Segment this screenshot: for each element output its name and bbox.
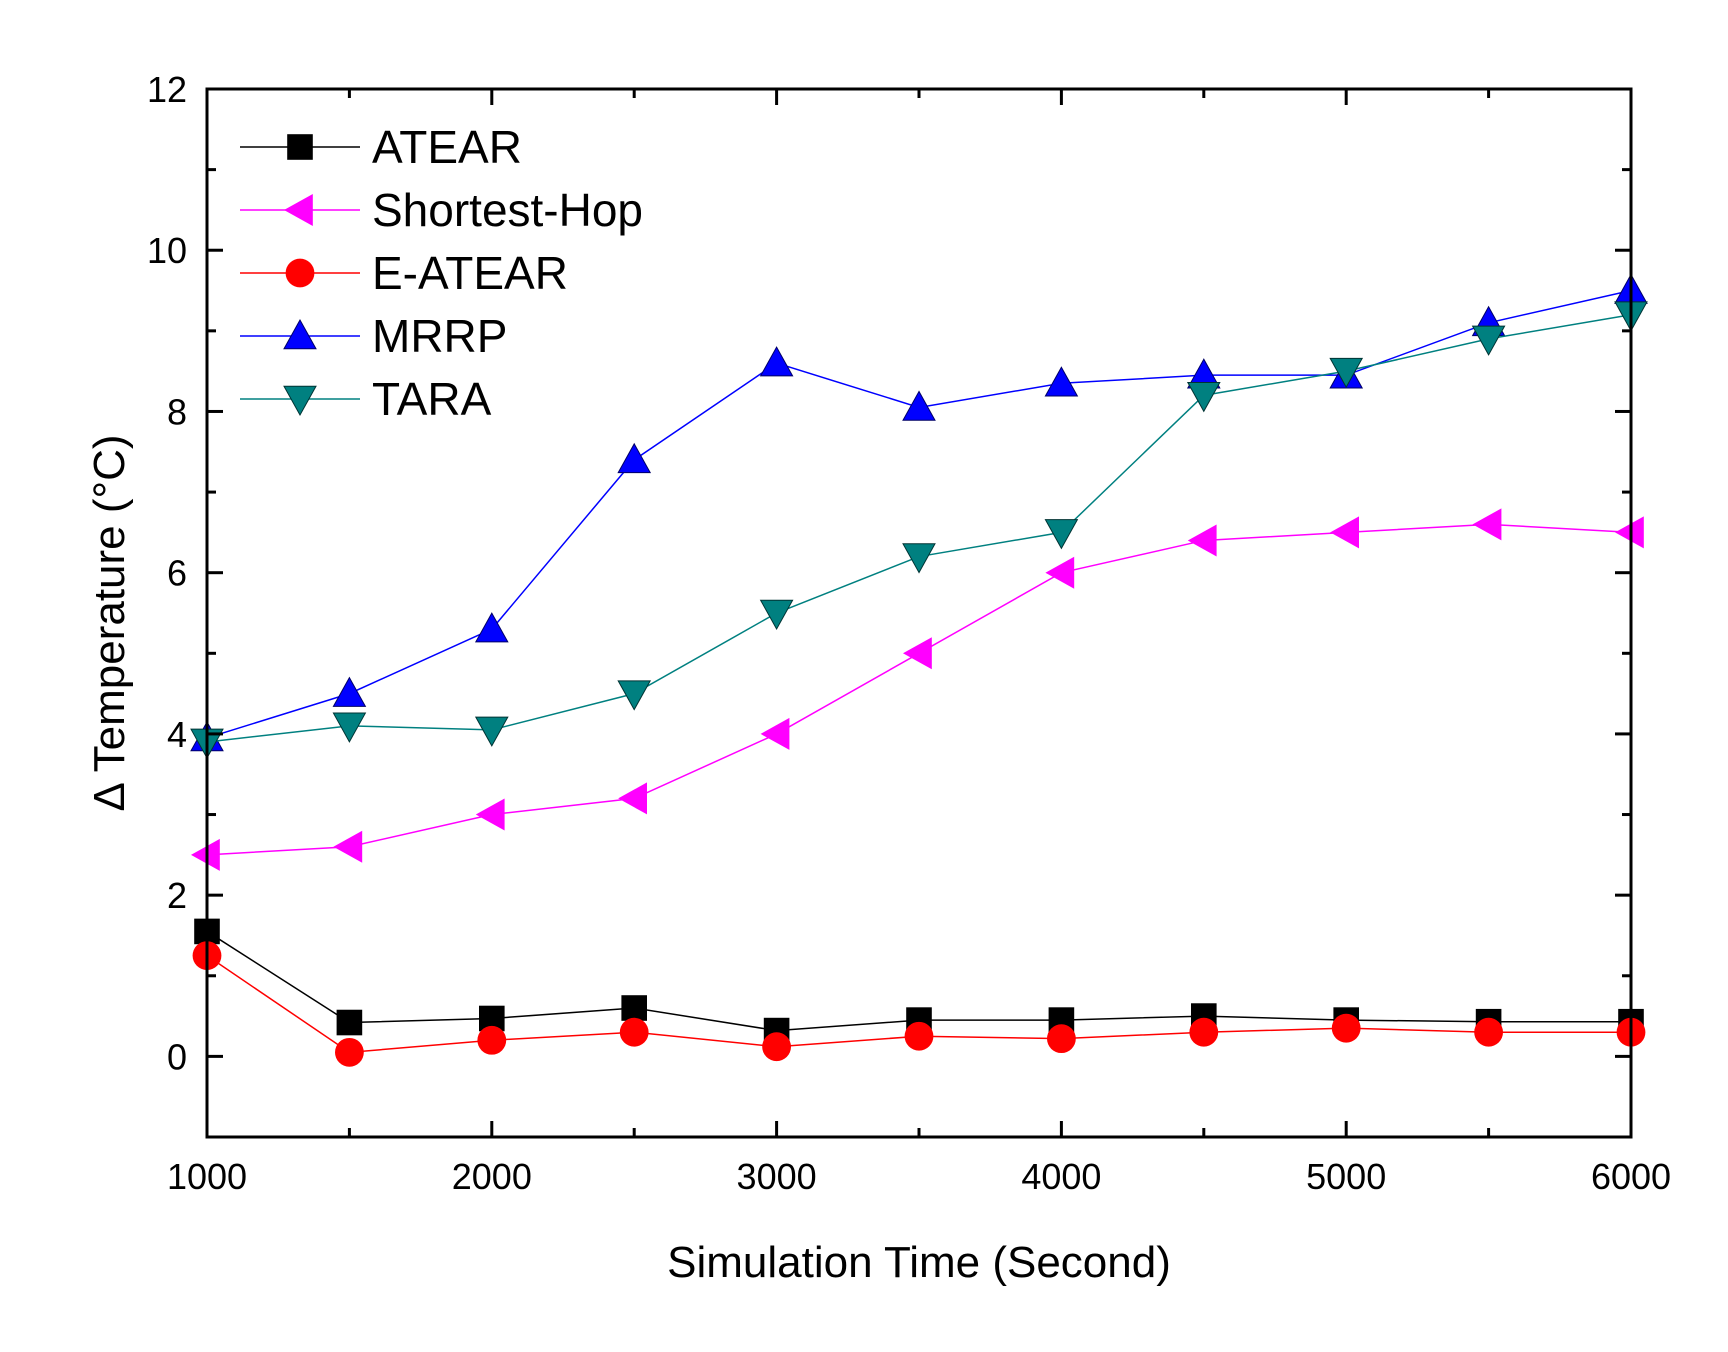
data-point-tara xyxy=(617,680,652,711)
data-point-e-atear xyxy=(477,1025,507,1055)
data-point-tara xyxy=(332,712,367,743)
legend-label: Shortest-Hop xyxy=(372,184,643,236)
legend-item-shortest-hop: Shortest-Hop xyxy=(240,184,643,236)
legend: ATEAR Shortest-Hop E-ATEAR MRRP TARA xyxy=(240,121,643,425)
series-e-atear xyxy=(192,941,1646,1067)
y-tick-label: 10 xyxy=(147,230,187,271)
y-tick-label: 8 xyxy=(167,391,187,432)
data-point-mrrp xyxy=(617,442,652,474)
data-point-e-atear xyxy=(904,1021,934,1051)
legend-marker-shortest-hop xyxy=(284,194,313,226)
data-point-shortest-hop xyxy=(1330,516,1359,549)
data-point-e-atear xyxy=(1474,1017,1503,1047)
data-point-e-atear xyxy=(762,1032,791,1062)
legend-marker-tara xyxy=(283,385,317,417)
legend-label: ATEAR xyxy=(372,121,522,173)
data-point-shortest-hop xyxy=(1472,508,1502,541)
y-tick-label: 6 xyxy=(167,553,187,594)
data-point-e-atear xyxy=(1331,1013,1361,1043)
data-point-mrrp xyxy=(759,346,794,377)
legend-item-mrrp: MRRP xyxy=(240,310,507,362)
data-point-tara xyxy=(1044,519,1079,550)
data-point-shortest-hop xyxy=(475,798,505,831)
y-tick-label: 2 xyxy=(167,875,187,916)
data-point-shortest-hop xyxy=(333,830,363,863)
y-axis: 0 2 4 6 8 10 12 xyxy=(147,69,1631,1139)
data-point-tara xyxy=(1186,382,1221,413)
legend-label: MRRP xyxy=(372,310,507,362)
legend-label: E-ATEAR xyxy=(372,247,568,299)
data-point-tara xyxy=(1471,325,1506,356)
data-point-e-atear xyxy=(1047,1024,1076,1054)
data-point-shortest-hop xyxy=(191,838,220,871)
x-tick-label: 6000 xyxy=(1591,1156,1671,1197)
data-point-e-atear xyxy=(619,1017,649,1047)
x-tick-label: 1000 xyxy=(167,1156,247,1197)
data-point-mrrp xyxy=(1044,366,1079,397)
series-shortest-hop xyxy=(191,508,1644,871)
series-tara xyxy=(190,301,1648,760)
y-tick-label: 0 xyxy=(167,1036,187,1077)
data-point-shortest-hop xyxy=(618,782,647,815)
x-axis-title: Simulation Time (Second) xyxy=(667,1238,1171,1287)
y-axis-title: Δ Temperature (°C) xyxy=(85,434,134,811)
data-point-shortest-hop xyxy=(903,637,932,670)
data-point-e-atear xyxy=(335,1037,364,1067)
series-layer xyxy=(190,273,1648,1067)
data-point-shortest-hop xyxy=(1187,524,1217,557)
data-point-tara xyxy=(759,599,794,631)
legend-marker-atear xyxy=(287,134,313,160)
legend-item-atear: ATEAR xyxy=(240,121,522,173)
data-point-shortest-hop xyxy=(760,717,790,750)
legend-item-e-atear: E-ATEAR xyxy=(240,247,568,299)
data-point-tara xyxy=(902,543,936,574)
data-point-atear xyxy=(336,1009,363,1036)
data-point-e-atear xyxy=(1189,1017,1219,1047)
x-tick-label: 5000 xyxy=(1306,1156,1386,1197)
x-axis: 1000 2000 3000 4000 5000 6000 xyxy=(167,89,1671,1197)
x-tick-label: 2000 xyxy=(452,1156,532,1197)
data-point-shortest-hop xyxy=(1045,556,1075,589)
legend-marker-mrrp xyxy=(283,318,317,350)
y-tick-label: 4 xyxy=(167,714,187,755)
data-point-atear xyxy=(621,995,647,1021)
legend-item-tara: TARA xyxy=(240,373,492,425)
x-tick-label: 4000 xyxy=(1021,1156,1101,1197)
x-tick-label: 3000 xyxy=(737,1156,817,1197)
series-line-shortest-hop xyxy=(206,523,1632,856)
data-point-shortest-hop xyxy=(1615,516,1644,549)
data-point-tara xyxy=(1329,357,1364,389)
legend-label: TARA xyxy=(372,373,492,425)
data-point-mrrp xyxy=(332,676,367,707)
data-point-tara xyxy=(474,716,509,747)
y-tick-label: 12 xyxy=(147,69,187,110)
legend-marker-e-atear xyxy=(285,258,315,288)
data-point-mrrp xyxy=(902,390,936,421)
data-point-mrrp xyxy=(474,612,509,643)
